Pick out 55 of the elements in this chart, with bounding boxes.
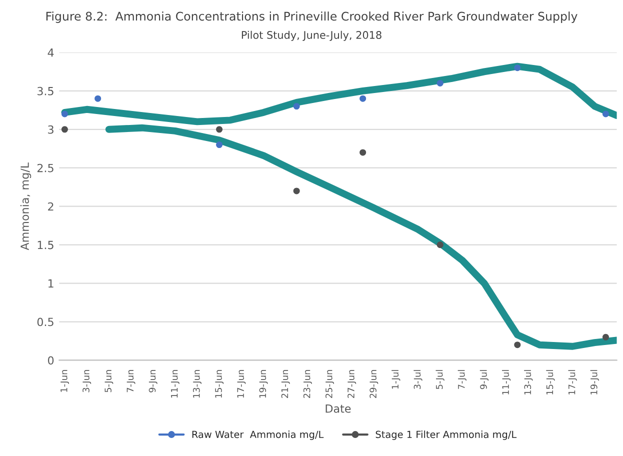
point xyxy=(61,110,68,118)
point xyxy=(216,142,223,148)
y-tick-label: 0 xyxy=(48,356,54,365)
point xyxy=(436,242,444,248)
y-tick-label: 0.5 xyxy=(37,318,54,326)
legend-label: Stage 1 Filter Ammonia mg/L xyxy=(376,430,517,440)
x-tick-label: 17-Jul xyxy=(568,370,577,394)
point xyxy=(61,126,68,133)
legend-label: Raw Water Ammonia mg/L xyxy=(192,430,324,440)
y-tick-label: 1 xyxy=(48,279,54,288)
x-tick-label: 1-Jul xyxy=(392,370,400,389)
point xyxy=(293,103,300,110)
x-tick-label: 9-Jul xyxy=(480,370,489,390)
y-tick-label: 2 xyxy=(48,202,54,211)
chart-title: Figure 8.2: Ammonia Concentrations in Prineville Crooked River Park Groundwater Supply xyxy=(46,12,578,23)
point xyxy=(514,64,521,72)
point xyxy=(514,342,521,348)
y-tick-label: 4 xyxy=(48,48,54,57)
y-tick-label: 1.5 xyxy=(38,240,54,250)
x-tick-label: 21-Jun xyxy=(281,370,290,398)
x-tick-label: 3-Jul xyxy=(414,370,422,389)
point xyxy=(216,126,223,133)
x-tick-label: 23-Jun xyxy=(303,370,312,398)
x-tick-label: 9-Jun xyxy=(148,370,158,392)
x-tick-label: 15-Jul xyxy=(546,370,555,394)
y-axis-title: Ammonia, mg/L xyxy=(20,162,32,250)
x-tick-label: 19-Jul xyxy=(590,370,599,394)
x-axis-title: Date xyxy=(326,404,351,413)
point xyxy=(602,334,609,340)
x-tick-label: 3-Jun xyxy=(82,370,92,392)
x-tick-label: 5-Jul xyxy=(436,370,444,389)
x-tick-label: 7-Jun xyxy=(126,370,136,392)
x-tick-label: 11-Jun xyxy=(171,370,180,398)
x-tick-label: 17-Jun xyxy=(237,370,246,398)
point xyxy=(94,95,102,102)
point xyxy=(293,188,300,194)
y-tick-label: 2.5 xyxy=(37,164,54,172)
x-tick-label: 29-Jun xyxy=(370,370,378,398)
x-tick-label: 15-Jun xyxy=(215,370,224,398)
x-tick-label: 5-Jun xyxy=(104,370,114,392)
x-tick-label: 25-Jun xyxy=(325,370,334,398)
point xyxy=(602,110,609,118)
y-tick-label: 3 xyxy=(48,125,54,134)
x-tick-label: 13-Jul xyxy=(524,370,533,394)
x-tick-label: 1-Jun xyxy=(60,370,70,392)
y-tick-label: 3.5 xyxy=(38,86,54,96)
point xyxy=(436,80,444,86)
x-tick-label: 19-Jun xyxy=(259,370,268,398)
x-tick-label: 11-Jul xyxy=(502,370,511,394)
x-tick-label: 7-Jul xyxy=(458,370,466,389)
point xyxy=(360,149,366,156)
x-tick-label: 27-Jun xyxy=(348,370,356,398)
x-tick-label: 13-Jun xyxy=(192,370,202,398)
point xyxy=(360,95,366,102)
chart-subtitle: Pilot Study, June-July, 2018 xyxy=(242,30,382,41)
